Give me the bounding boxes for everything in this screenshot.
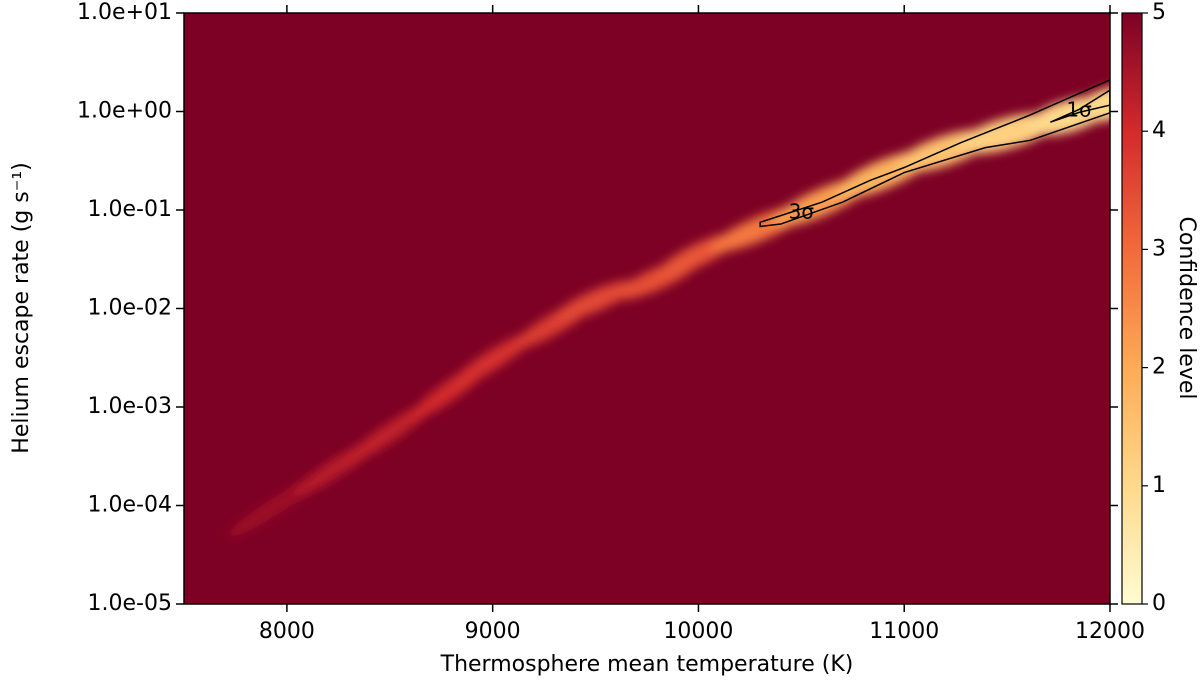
- colorbar-tick-label: 4: [1152, 118, 1166, 143]
- y-tick-label: 1.0e-02: [88, 296, 172, 321]
- colorbar-label: Confidence level: [1174, 216, 1199, 399]
- colorbar-tick-label: 1: [1152, 473, 1166, 498]
- x-axis-label: Thermosphere mean temperature (K): [440, 652, 854, 677]
- y-tick-label: 1.0e-03: [88, 394, 172, 419]
- colorbar-tick-label: 0: [1152, 591, 1166, 616]
- contour-label: 1σ: [1066, 97, 1092, 121]
- colorbar-tick-label: 3: [1152, 236, 1166, 261]
- colorbar: [1121, 12, 1143, 605]
- x-tick-label: 12000: [1075, 619, 1145, 644]
- plot-area: [184, 13, 1110, 604]
- ridge-cell: [554, 280, 637, 321]
- colorbar-tick-label: 2: [1152, 355, 1166, 380]
- x-tick-label: 10000: [663, 619, 733, 644]
- x-tick-label: 11000: [869, 619, 939, 644]
- y-tick-label: 1.0e-01: [88, 197, 172, 222]
- contour-line: [759, 78, 1110, 228]
- y-axis-label: Helium escape rate (g s⁻¹): [9, 162, 34, 453]
- x-tick-label: 8000: [259, 619, 315, 644]
- y-tick-label: 1.0e-04: [88, 493, 172, 518]
- y-tick-label: 1.0e+01: [77, 0, 172, 25]
- y-tick-label: 1.0e+00: [77, 99, 172, 124]
- contour-line: [1050, 89, 1110, 123]
- contour-label: 3σ: [789, 200, 815, 224]
- ridge-cell: [1076, 85, 1110, 122]
- x-tick-label: 9000: [465, 619, 521, 644]
- colorbar-tick-label: 5: [1152, 0, 1166, 25]
- heatmap-background: [184, 13, 1110, 604]
- y-tick-label: 1.0e-05: [88, 591, 172, 616]
